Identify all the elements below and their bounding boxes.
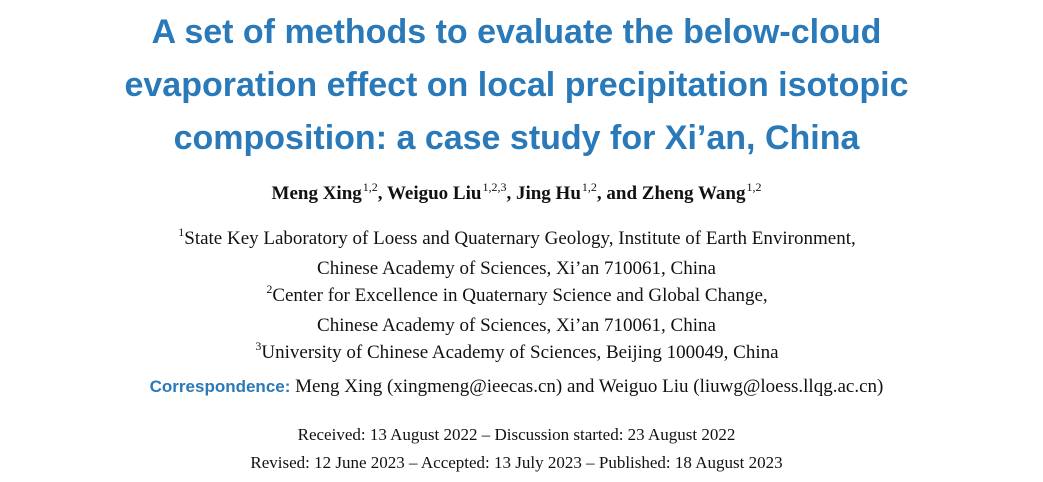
affiliation-2-line-1: 2Center for Excellence in Quaternary Sci… [0, 282, 1033, 312]
affiliation-text: State Key Laboratory of Loess and Quater… [184, 228, 856, 249]
correspondence-text: Meng Xing (xingmeng@ieecas.cn) and Weigu… [295, 376, 884, 397]
dates-line-2: Revised: 12 June 2023 – Accepted: 13 Jul… [250, 453, 783, 472]
correspondence: Correspondence: Meng Xing (xingmeng@ieec… [0, 374, 1033, 400]
title-line-2: evaporation effect on local precipitatio… [124, 66, 909, 104]
affiliation-list: 1State Key Laboratory of Loess and Quate… [0, 225, 1033, 369]
title-line-1: A set of methods to evaluate the below-c… [151, 13, 882, 51]
author-separator: , and [596, 183, 642, 204]
author-name: Weiguo Liu [386, 183, 482, 204]
dates-line-1: Received: 13 August 2022 – Discussion st… [297, 425, 736, 444]
author-affiliation-mark: 1,2,3 [482, 180, 507, 194]
affiliation-mark: 3 [255, 339, 262, 353]
affiliation-mark: 2 [266, 282, 273, 296]
author-list: Meng Xing1,2, Weiguo Liu1,2,3, Jing Hu1,… [0, 180, 1033, 208]
author-affiliation-mark: 1,2 [746, 180, 762, 194]
affiliation-2-line-2: Chinese Academy of Sciences, Xi’an 71006… [317, 314, 716, 336]
author-separator: , [506, 183, 516, 204]
affiliation-1-line-2: Chinese Academy of Sciences, Xi’an 71006… [317, 257, 716, 279]
author-name: Zheng Wang [641, 183, 746, 204]
affiliation-3-line-1: 3University of Chinese Academy of Scienc… [0, 339, 1033, 369]
affiliation-text: University of Chinese Academy of Science… [261, 342, 779, 363]
publication-dates: Received: 13 August 2022 – Discussion st… [0, 421, 1033, 477]
author-affiliation-mark: 1,2 [362, 180, 378, 194]
affiliation-1-line-1: 1State Key Laboratory of Loess and Quate… [0, 225, 1033, 255]
author-affiliation-mark: 1,2 [581, 180, 597, 194]
paper-title: A set of methods to evaluate the below-c… [0, 6, 1033, 165]
author-name: Jing Hu [515, 183, 581, 204]
affiliation-mark: 1 [178, 225, 185, 239]
title-line-3: composition: a case study for Xi’an, Chi… [173, 119, 860, 157]
correspondence-label: Correspondence: [149, 377, 291, 396]
author-name: Meng Xing [271, 183, 362, 204]
affiliation-text: Center for Excellence in Quaternary Scie… [272, 285, 768, 306]
author-separator: , [377, 183, 387, 204]
